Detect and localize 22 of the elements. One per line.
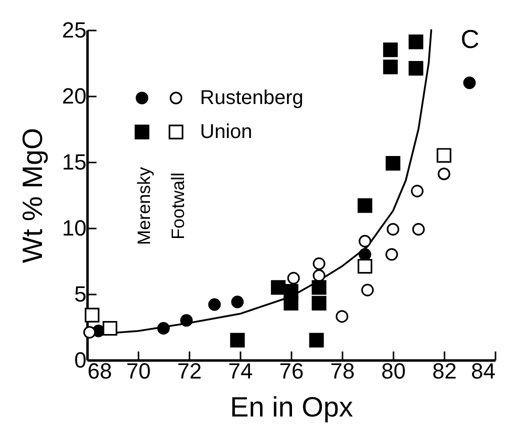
x-tick-label: 78	[330, 358, 355, 384]
legend-label: Union	[200, 121, 252, 143]
x-tick-label: 68	[88, 358, 112, 384]
annotation: C	[460, 24, 480, 54]
x-tick-label: 84	[471, 358, 496, 384]
annotation: Merensky	[134, 166, 154, 246]
annotation: Footwall	[168, 172, 188, 240]
x-tick-label: 72	[177, 358, 202, 384]
x-tick-label: 70	[126, 358, 151, 384]
y-tick-label: 0	[74, 348, 86, 372]
x-tick-label: 76	[279, 358, 304, 384]
y-axis-title: Wt % MgO	[17, 128, 48, 264]
x-axis-title: En in Opx	[230, 392, 353, 422]
y-tick-label: 10	[62, 216, 86, 240]
y-tick-label: 20	[62, 84, 86, 108]
x-tick-label: 74	[228, 358, 253, 384]
x-tick-label: 82	[432, 358, 457, 384]
x-tick-label: 80	[381, 358, 406, 384]
y-tick-label: 5	[74, 282, 86, 306]
y-tick-label: 15	[62, 150, 86, 174]
y-tick-label: 25	[62, 18, 86, 42]
legend-label: Rustenberg	[200, 87, 304, 109]
